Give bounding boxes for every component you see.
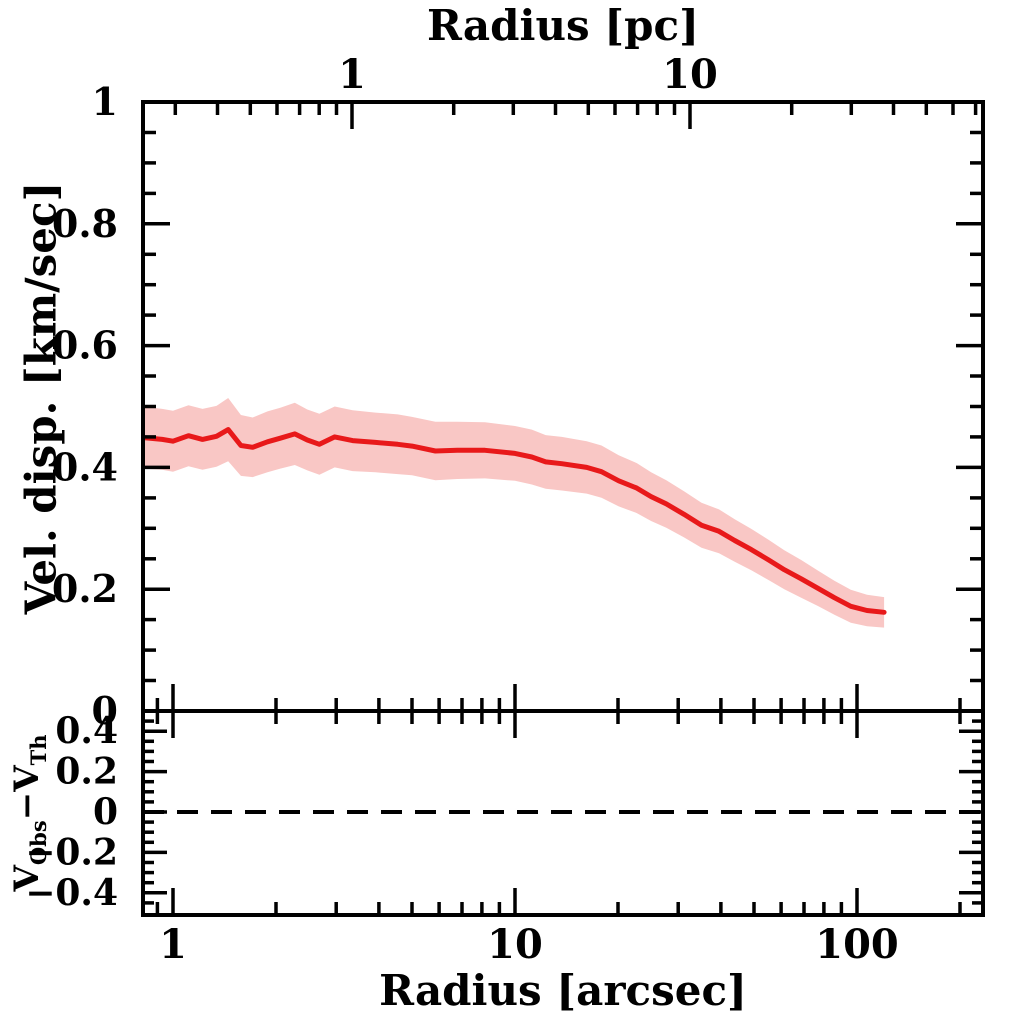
- x-bottom-tick-label: 10: [487, 921, 543, 968]
- velocity-dispersion-curve: [141, 427, 887, 615]
- bottom-panel-frame: [141, 709, 985, 917]
- y-residual-tick-label: 0.4: [55, 710, 118, 752]
- x-top-tick-label: 1: [338, 51, 366, 98]
- y-residual-tick-label: −0.4: [25, 872, 118, 914]
- residual-label-sub-obs: Obs: [25, 820, 51, 866]
- y-velocity-tick-label: 0: [92, 688, 118, 733]
- x-bottom-tick-label: 100: [815, 921, 899, 968]
- x-axis-bottom-title: Radius [arcsec]: [379, 966, 747, 1015]
- y-residual-tick-label: −0.2: [25, 831, 118, 873]
- uncertainty-band: [143, 398, 885, 628]
- y-residual-tick-label: 0.2: [55, 751, 118, 793]
- y-velocity-tick-label: 0.8: [52, 201, 118, 246]
- y-velocity-tick-label: 1: [92, 79, 118, 124]
- residual-label-v-obs: V: [7, 865, 47, 892]
- residual-label-v-th: V: [7, 765, 47, 792]
- y-velocity-tick-label: 0.4: [52, 444, 118, 489]
- residual-label-minus: −: [7, 791, 47, 821]
- y-velocity-tick-label: 0.2: [52, 566, 118, 611]
- x-top-tick-label: 10: [662, 51, 718, 98]
- y-residual-tick-label: 0: [93, 791, 118, 833]
- y-axis-title-velocity-dispersion: Vel. disp. [km/sec]: [16, 181, 66, 615]
- residual-label-sub-th: Th: [25, 734, 51, 766]
- y-velocity-tick-label: 0.6: [52, 323, 118, 368]
- x-bottom-tick-label: 1: [159, 921, 187, 968]
- y-axis-title-residual: VObs−VTh: [7, 735, 51, 892]
- x-axis-top-title: Radius [pc]: [427, 1, 699, 50]
